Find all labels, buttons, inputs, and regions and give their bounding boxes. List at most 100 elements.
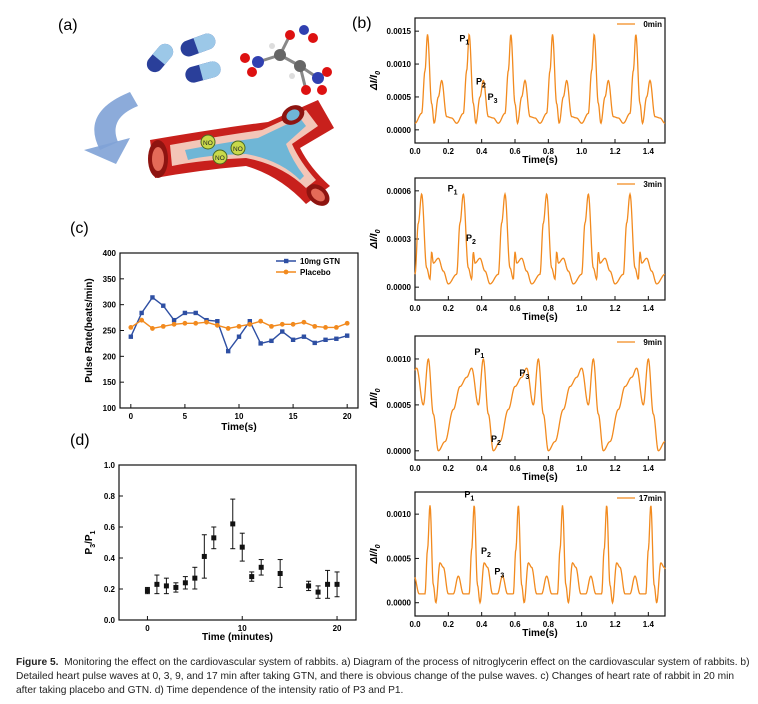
capsule-icon bbox=[185, 61, 221, 83]
data-point bbox=[344, 333, 350, 338]
legend-label: 0min bbox=[643, 20, 662, 29]
x-tick-label: 0.0 bbox=[409, 147, 421, 156]
plot-frame bbox=[118, 464, 357, 621]
pulse-wave-line bbox=[414, 191, 666, 285]
x-tick-label: 20 bbox=[343, 412, 352, 421]
peak-label-p2: P2 bbox=[466, 233, 476, 246]
no-label: NO bbox=[215, 155, 225, 162]
legend-label: 17min bbox=[639, 494, 662, 503]
x-tick-label: 0.8 bbox=[543, 304, 555, 313]
y-axis-label: ΔI/I0 bbox=[369, 71, 382, 91]
data-point bbox=[280, 329, 285, 334]
data-point bbox=[171, 317, 177, 323]
peak-label-p1: P1 bbox=[448, 183, 458, 196]
y-tick-label: 0.0000 bbox=[387, 126, 412, 135]
data-point bbox=[161, 303, 166, 308]
caption-text: Monitoring the effect on the cardiovascu… bbox=[16, 657, 750, 696]
x-tick-label: 1.0 bbox=[576, 304, 588, 313]
capsule-icon bbox=[180, 33, 216, 57]
peak-label-p2: P2 bbox=[491, 434, 501, 447]
peak-label-p1: P1 bbox=[459, 34, 469, 47]
x-tick-label: 0 bbox=[129, 412, 134, 421]
no-label: NO bbox=[203, 140, 213, 147]
panel-label-a: (a) bbox=[58, 17, 78, 34]
plot-frame bbox=[414, 335, 666, 461]
figure-caption: Figure 5. Monitoring the effect on the c… bbox=[16, 656, 751, 698]
x-tick-label: 1.2 bbox=[609, 464, 621, 473]
y-axis-label: ΔI/I0 bbox=[369, 388, 382, 408]
data-point bbox=[193, 320, 199, 326]
x-axis-label: Time (minutes) bbox=[202, 632, 273, 643]
x-tick-label: 0.0 bbox=[409, 620, 421, 629]
x-tick-label: 15 bbox=[289, 412, 298, 421]
y-axis-label: ΔI/I0 bbox=[369, 544, 382, 564]
y-tick-label: 0.0 bbox=[104, 616, 116, 625]
data-point bbox=[301, 319, 307, 325]
y-tick-label: 200 bbox=[103, 352, 117, 361]
x-tick-label: 1.4 bbox=[643, 147, 655, 156]
chart-b-9min: 0.0 0.2 0.4 0.6 0.8 1.0 1.2 1.4 0.0000 0.0005 0.00… bbox=[369, 335, 666, 483]
data-point bbox=[230, 521, 236, 527]
panel-label-c: (c) bbox=[70, 220, 89, 237]
data-point bbox=[173, 584, 179, 590]
data-point bbox=[312, 340, 317, 346]
data-point bbox=[323, 325, 328, 330]
data-point bbox=[277, 571, 283, 576]
chart-c: 0 5 10 15 20 100 150 200 250 300 350 400 Time(s) Puls… bbox=[84, 249, 359, 433]
data-point bbox=[249, 574, 255, 580]
y-tick-label: 0.0000 bbox=[387, 283, 412, 292]
y-tick-label: 0.0005 bbox=[387, 401, 412, 410]
y-tick-label: 0.2 bbox=[104, 585, 116, 594]
no-label: NO bbox=[233, 146, 243, 153]
pulse-wave-line bbox=[414, 357, 666, 452]
x-tick-label: 10 bbox=[238, 624, 247, 633]
data-point bbox=[139, 317, 145, 323]
x-tick-label: 0.6 bbox=[509, 304, 521, 313]
peak-label-p3: P3 bbox=[519, 368, 529, 381]
y-tick-label: 100 bbox=[103, 404, 117, 413]
x-tick-label: 0.4 bbox=[476, 620, 488, 629]
data-point bbox=[236, 334, 242, 339]
y-tick-label: 0.6 bbox=[104, 523, 116, 532]
x-tick-label: 1.4 bbox=[643, 464, 655, 473]
data-point bbox=[258, 341, 263, 346]
data-point bbox=[301, 334, 307, 339]
x-tick-label: 1.0 bbox=[576, 620, 588, 629]
data-point bbox=[139, 310, 144, 316]
data-point bbox=[182, 310, 188, 316]
data-point bbox=[247, 321, 253, 327]
y-axis-label: Pulse Rate(beats/min) bbox=[84, 278, 95, 382]
y-axis-label: P3/P1 bbox=[84, 530, 97, 554]
chart-d: 0 10 20 0.0 0.2 0.4 0.6 0.8 1.0 Time (minutes) P3/… bbox=[84, 461, 357, 643]
panel-label-d: (d) bbox=[70, 432, 90, 449]
data-point bbox=[247, 319, 253, 324]
data-point bbox=[334, 581, 340, 587]
y-tick-label: 400 bbox=[103, 249, 117, 258]
y-tick-label: 0.4 bbox=[104, 554, 116, 563]
x-tick-label: 0.6 bbox=[509, 620, 521, 629]
y-tick-label: 300 bbox=[103, 301, 117, 310]
x-tick-label: 1.0 bbox=[576, 464, 588, 473]
x-tick-label: 1.0 bbox=[576, 147, 588, 156]
y-tick-label: 150 bbox=[103, 378, 117, 387]
x-axis-label: Time(s) bbox=[522, 312, 557, 323]
x-tick-label: 1.2 bbox=[609, 620, 621, 629]
x-tick-label: 0.6 bbox=[509, 147, 521, 156]
x-tick-label: 0.2 bbox=[443, 304, 455, 313]
peak-label-p3: P3 bbox=[494, 567, 504, 580]
chart-b-17min: 0.0 0.2 0.4 0.6 0.8 1.0 1.2 1.4 0.0000 0.0005 0.00… bbox=[369, 490, 666, 639]
x-tick-label: 5 bbox=[183, 412, 188, 421]
data-point bbox=[150, 326, 155, 331]
data-point bbox=[154, 581, 160, 587]
data-point bbox=[204, 319, 209, 325]
legend-label: 9min bbox=[643, 338, 662, 347]
data-point bbox=[290, 321, 296, 327]
y-tick-label: 1.0 bbox=[104, 461, 116, 470]
panel-label-b: (b) bbox=[352, 15, 372, 32]
peak-label-p2: P2 bbox=[481, 546, 491, 559]
peak-label-p2: P2 bbox=[476, 76, 486, 89]
data-point bbox=[269, 338, 274, 344]
peak-label-p3: P3 bbox=[488, 92, 498, 105]
x-tick-label: 0.4 bbox=[476, 304, 488, 313]
y-tick-label: 0.0010 bbox=[387, 510, 412, 519]
